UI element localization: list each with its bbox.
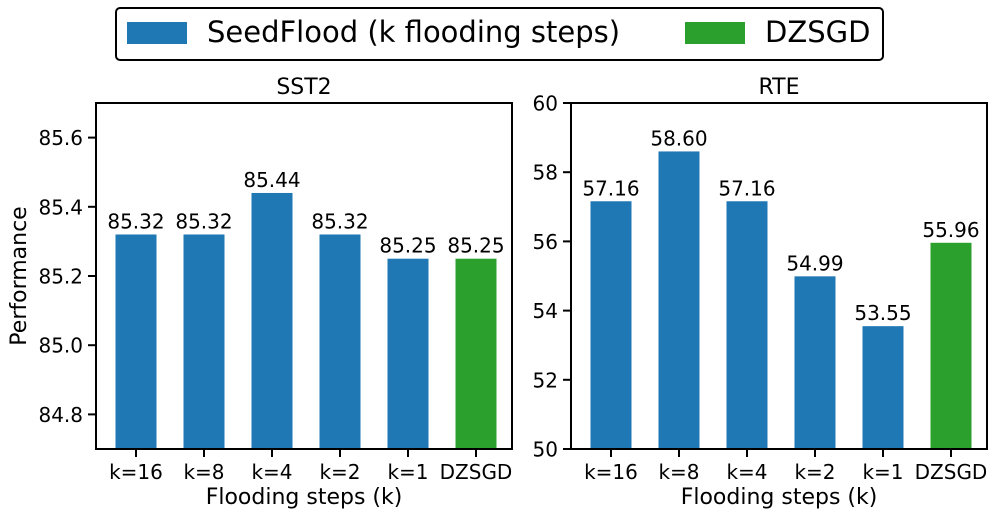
bars-rte (590, 151, 972, 449)
x-tick-label: k=2 (319, 460, 360, 484)
x-tick-label: k=16 (109, 460, 163, 484)
bar-sst2-seedflood (387, 258, 429, 449)
bar-value-label: 57.16 (582, 176, 639, 200)
bar-value-label: 54.99 (786, 251, 843, 275)
panel-sst2: SST2 84.8 85.0 85.2 85.4 85.6 85.32 85.32 85.4… (7, 75, 513, 510)
bar-value-label: 57.16 (718, 176, 775, 200)
x-tick-label: DZSGD (440, 460, 513, 484)
y-tick-label: 60 (533, 92, 558, 116)
legend-label-dzsgd: DZSGD (765, 15, 870, 49)
legend: SeedFlood (k flooding steps) DZSGD (115, 7, 884, 61)
bar-value-label: 85.32 (311, 209, 368, 233)
x-tick-label: k=4 (726, 460, 767, 484)
bar-rte-seedflood (862, 326, 904, 449)
y-tick-label: 58 (533, 161, 558, 185)
plot-frame-rte (570, 102, 988, 450)
x-tick-label: k=2 (794, 460, 835, 484)
y-tick-label: 52 (533, 368, 558, 392)
bar-rte-seedflood (658, 151, 700, 449)
bar-value-label: 85.32 (175, 209, 232, 233)
bar-sst2-seedflood (251, 192, 293, 449)
bar-value-label: 85.25 (447, 234, 504, 258)
bar-sst2-seedflood (183, 234, 225, 449)
bar-value-labels-rte: 57.16 58.60 57.16 54.99 53.55 55.96 (582, 126, 979, 325)
chart-title-sst2: SST2 (276, 75, 331, 100)
bar-rte-seedflood (726, 201, 768, 449)
y-tick-label: 85.6 (38, 126, 83, 150)
y-tick-label: 84.8 (38, 403, 83, 427)
bar-value-label: 53.55 (854, 301, 911, 325)
bar-rte-seedflood (794, 276, 836, 449)
y-tick-label: 85.4 (38, 195, 83, 219)
bar-value-label: 85.25 (379, 234, 436, 258)
legend-swatch-dzsgd (685, 22, 745, 44)
x-tick-label: k=4 (251, 460, 292, 484)
chart-title-rte: RTE (758, 75, 799, 100)
x-tick-label: DZSGD (915, 460, 988, 484)
y-tick-label: 54 (533, 299, 558, 323)
bar-rte-dzsgd (930, 242, 972, 449)
x-tick-label: k=16 (584, 460, 638, 484)
bar-sst2-seedflood (115, 234, 157, 449)
x-axis-sst2: k=16 k=8 k=4 k=2 k=1 DZSGD (109, 449, 512, 484)
y-axis-label-sst2: Performance (7, 206, 32, 345)
x-tick-label: k=8 (183, 460, 224, 484)
bar-value-label: 85.32 (107, 209, 164, 233)
bar-sst2-seedflood (319, 234, 361, 449)
y-tick-label: 50 (533, 438, 558, 462)
x-axis-rte: k=16 k=8 k=4 k=2 k=1 DZSGD (584, 449, 987, 484)
bars-sst2 (115, 192, 497, 449)
bar-value-label: 85.44 (243, 168, 300, 192)
legend-frame (115, 7, 884, 61)
y-axis-rte: 50 52 54 56 58 60 (533, 92, 571, 462)
y-axis-sst2: 84.8 85.0 85.2 85.4 85.6 (38, 126, 96, 427)
bar-value-label: 55.96 (922, 218, 979, 242)
x-tick-label: k=1 (387, 460, 428, 484)
bar-rte-seedflood (590, 201, 632, 449)
legend-label-seedflood: SeedFlood (k flooding steps) (207, 15, 620, 49)
bar-value-label: 58.60 (650, 126, 707, 150)
y-tick-label: 85.0 (38, 334, 83, 358)
y-tick-label: 85.2 (38, 265, 83, 289)
legend-swatch-seedflood (127, 22, 187, 44)
x-axis-label-sst2: Flooding steps (k) (206, 485, 403, 510)
y-tick-label: 56 (533, 230, 558, 254)
x-axis-label-rte: Flooding steps (k) (681, 485, 878, 510)
panel-rte: RTE 50 52 54 56 58 60 57.16 58.60 57.16 54.99 53.… (533, 75, 988, 510)
x-tick-label: k=1 (862, 460, 903, 484)
bar-sst2-dzsgd (455, 258, 497, 449)
bar-value-labels-sst2: 85.32 85.32 85.44 85.32 85.25 85.25 (107, 168, 504, 258)
x-tick-label: k=8 (658, 460, 699, 484)
plot-frame-sst2 (95, 102, 513, 450)
